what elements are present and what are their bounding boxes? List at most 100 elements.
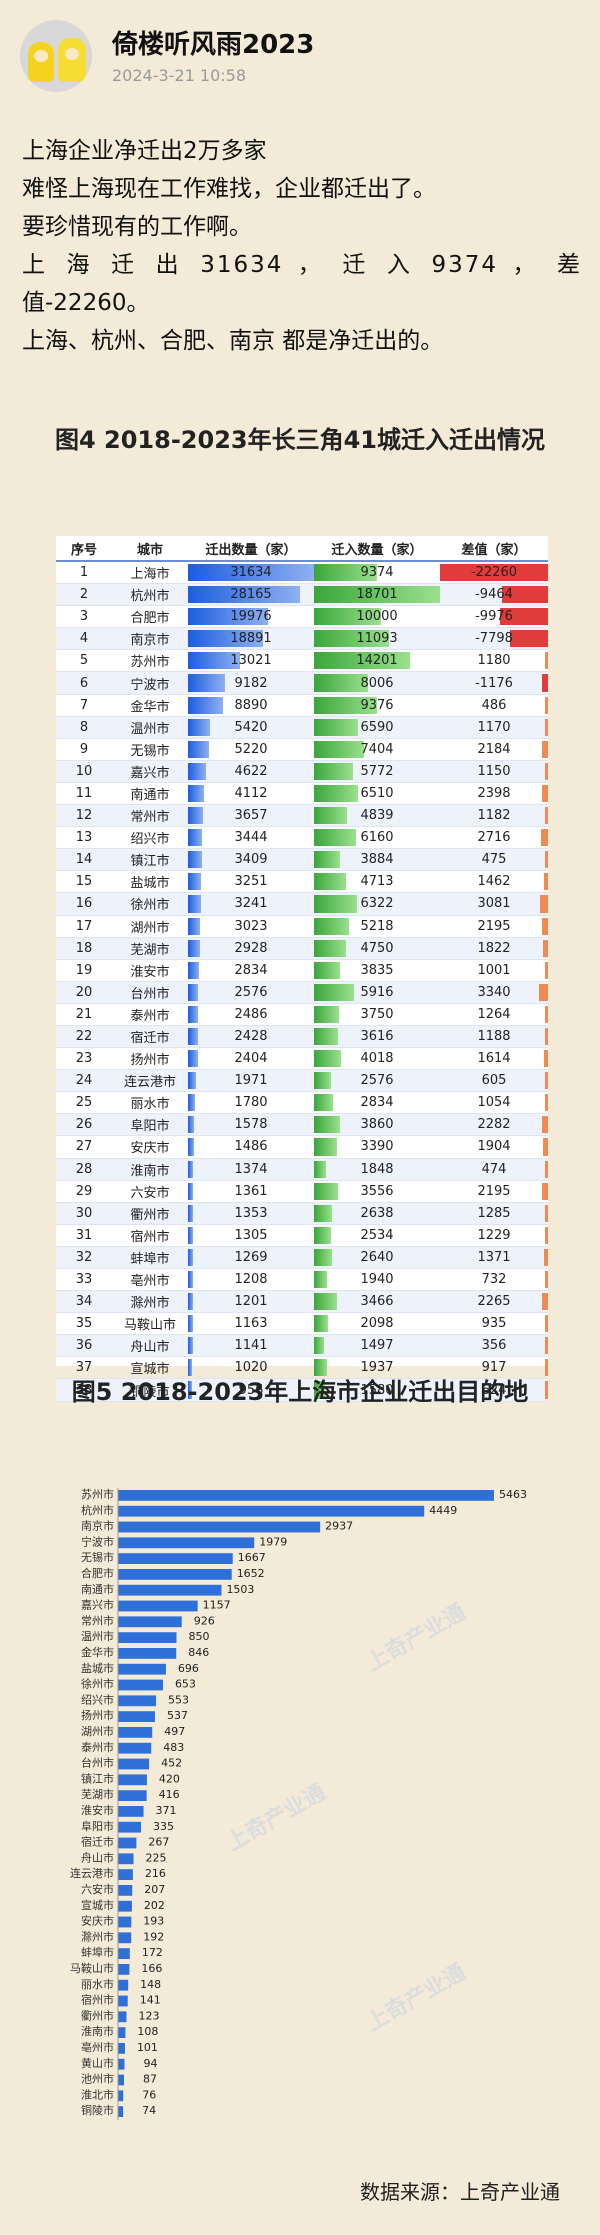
cell-city-value: 泰州市	[130, 1008, 170, 1024]
cell-outflow: 956	[188, 1378, 314, 1402]
bar-value-label: 207	[144, 1883, 165, 1896]
cell-inflow-value: 3466	[360, 1294, 394, 1310]
category-label: 丽水市	[81, 1977, 114, 1991]
cell-index-value: 23	[75, 1051, 93, 1067]
cell-diff-value: 2195	[477, 1183, 511, 1199]
inflow-bar	[314, 1293, 338, 1311]
cell-city-value: 亳州市	[130, 1274, 170, 1290]
avatar[interactable]	[20, 20, 92, 92]
cell-inflow-value: 4018	[360, 1051, 394, 1067]
cell-city: 苏州市	[112, 649, 188, 673]
cell-city: 阜阳市	[112, 1113, 188, 1137]
cell-diff-value: 1229	[477, 1227, 511, 1243]
diff-bar	[545, 1072, 548, 1090]
cell-inflow: 3556	[314, 1180, 440, 1203]
category-label: 黄山市	[81, 2056, 114, 2070]
cell-index: 20	[56, 981, 112, 1004]
cell-inflow-value: 4839	[360, 808, 394, 824]
cell-diff: 1264	[440, 1003, 548, 1026]
cell-city: 马鞍山市	[112, 1312, 188, 1336]
table-row: 21 泰州市 2486 3750 1264	[56, 1003, 548, 1026]
cell-index: 21	[56, 1003, 112, 1026]
cell-diff-value: 2265	[477, 1294, 511, 1310]
cell-inflow: 5772	[314, 760, 440, 783]
cell-city-value: 衢州市	[130, 1207, 170, 1223]
cell-outflow-value: 1141	[234, 1338, 268, 1354]
diff-bar	[542, 1138, 548, 1156]
cell-outflow-value: 2428	[234, 1029, 268, 1045]
cell-inflow: 3860	[314, 1113, 440, 1137]
cell-city-value: 六安市	[130, 1185, 170, 1201]
cell-index: 18	[56, 937, 112, 960]
cell-inflow: 3390	[314, 1135, 440, 1159]
category-label: 宁波市	[81, 1534, 114, 1548]
inflow-bar	[314, 895, 357, 913]
cell-diff: 1229	[440, 1224, 548, 1247]
figure5-svg: 苏州市 5463 杭州市 4449 南京市 2937 宁波市 1979 无锡市 1667 合肥市 16…	[70, 1487, 527, 2120]
cell-outflow-value: 5220	[234, 741, 268, 757]
diff-bar	[542, 740, 548, 758]
cell-index: 1	[56, 561, 112, 585]
table-row: 14 镇江市 3409 3884 475	[56, 848, 548, 872]
cell-index: 30	[56, 1202, 112, 1225]
cell-outflow: 18891	[188, 627, 314, 651]
cell-diff: 732	[440, 1268, 548, 1292]
table-row: 27 安庆市 1486 3390 1904	[56, 1135, 548, 1159]
cell-index-value: 1	[79, 565, 89, 581]
cell-city-value: 镇江市	[130, 854, 170, 870]
inflow-bar	[314, 1138, 337, 1156]
cell-outflow: 2834	[188, 959, 314, 982]
cell-outflow: 1208	[188, 1268, 314, 1292]
cell-city-value: 合肥市	[130, 611, 170, 627]
cell-outflow-value: 1305	[234, 1227, 268, 1243]
cell-outflow: 1141	[188, 1334, 314, 1358]
outflow-bar	[188, 1337, 193, 1355]
figure5-chart: 苏州市 5463 杭州市 4449 南京市 2937 宁波市 1979 无锡市 1667 合肥市 16…	[56, 1480, 556, 2140]
cell-index-value: 31	[75, 1227, 93, 1243]
cell-inflow-value: 1940	[360, 1272, 394, 1288]
bar-value-label: 1652	[237, 1567, 265, 1580]
cell-index: 19	[56, 959, 112, 982]
cell-inflow-value: 2098	[360, 1316, 394, 1332]
cell-index: 16	[56, 892, 112, 916]
cell-city: 泰州市	[112, 1003, 188, 1026]
cell-city-value: 南京市	[130, 633, 170, 649]
username[interactable]: 倚楼听风雨2023	[112, 30, 315, 60]
cell-inflow: 1848	[314, 1158, 440, 1181]
cell-inflow: 9376	[314, 694, 440, 717]
cell-inflow-value: 14201	[356, 653, 398, 669]
cell-city: 滁州市	[112, 1290, 188, 1314]
cell-index-value: 20	[75, 984, 93, 1000]
cell-city: 徐州市	[112, 892, 188, 916]
bar	[118, 1837, 137, 1849]
outflow-bar	[188, 895, 201, 913]
bar-value-label: 216	[145, 1867, 166, 1880]
cell-diff-value: 1371	[477, 1249, 511, 1265]
cell-index: 7	[56, 694, 112, 717]
col-header-index: 序号	[56, 536, 112, 562]
bar	[118, 1521, 321, 1533]
cell-city: 合肥市	[112, 605, 188, 629]
bar-value-label: 108	[137, 2025, 158, 2038]
cell-city: 宿迁市	[112, 1025, 188, 1049]
category-label: 宿州市	[81, 1993, 114, 2007]
cell-inflow-value: 2834	[360, 1095, 394, 1111]
bar	[118, 1869, 133, 1880]
cell-diff: 917	[440, 1356, 548, 1380]
bar-value-label: 172	[142, 1946, 163, 1959]
category-label: 马鞍山市	[70, 1961, 114, 1975]
post-line: 难怪上海现在工作难找，企业都迁出了。	[22, 176, 436, 202]
cell-inflow: 1497	[314, 1334, 440, 1358]
inflow-bar	[314, 652, 410, 670]
cell-outflow: 3444	[188, 826, 314, 850]
table-row: 15 盐城市 3251 4713 1462	[56, 870, 548, 894]
bar	[118, 2106, 124, 2117]
inflow-bar	[314, 807, 347, 825]
cell-outflow: 1578	[188, 1113, 314, 1137]
cell-diff-value: 356	[481, 1338, 507, 1354]
diff-bar	[440, 564, 548, 582]
table-row: 29 六安市 1361 3556 2195	[56, 1180, 548, 1203]
cell-city-value: 宿州市	[130, 1229, 170, 1245]
cell-outflow: 1269	[188, 1246, 314, 1270]
cell-inflow: 1937	[314, 1356, 440, 1380]
